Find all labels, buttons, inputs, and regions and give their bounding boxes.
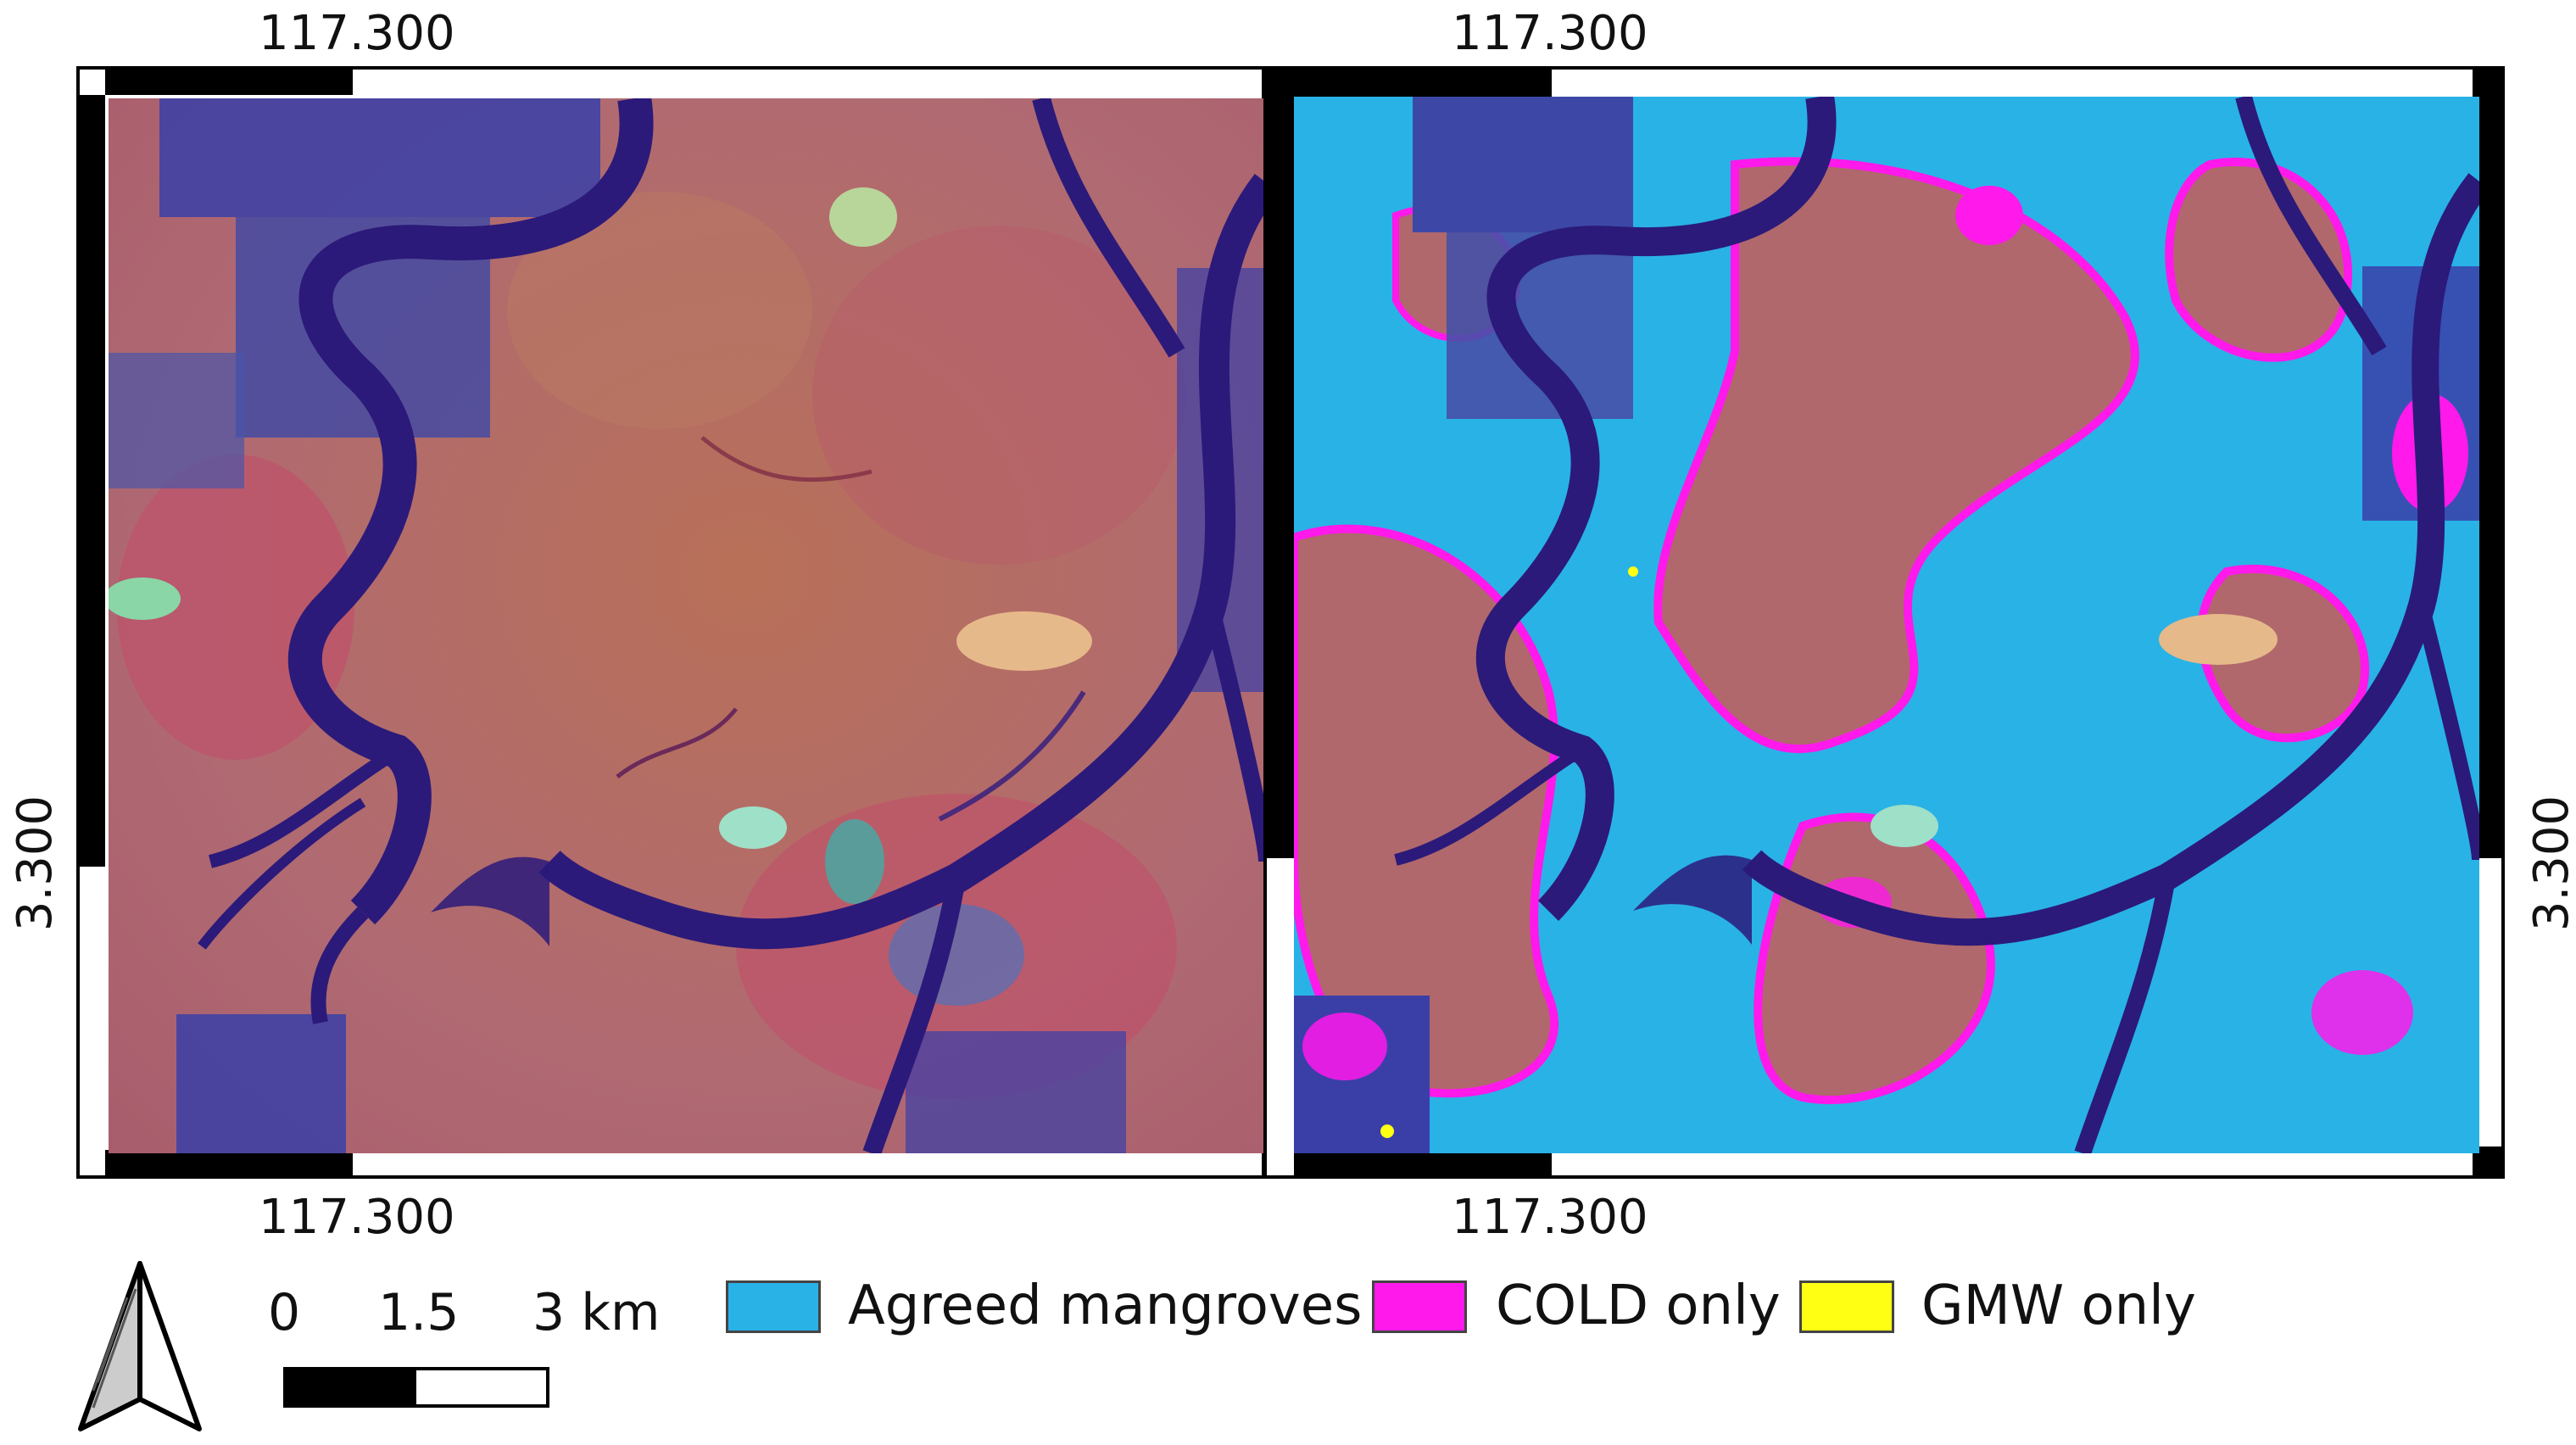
scale-label-3km: 3 km <box>532 1283 661 1342</box>
left-latitude-label: 3.300 <box>8 795 64 932</box>
right-map-frame <box>1263 66 2505 1179</box>
north-arrow-icon <box>68 1255 212 1442</box>
left-frame-top-black <box>105 70 353 95</box>
right-bottom-longitude-label: 117.300 <box>1452 1190 1648 1245</box>
scale-bar <box>283 1367 549 1408</box>
right-latitude-label: 3.300 <box>2524 795 2576 932</box>
left-frame-bottom-black <box>105 1150 353 1175</box>
scale-label-1-5: 1.5 <box>378 1283 460 1342</box>
legend-swatch-gmw-only <box>1799 1280 1894 1333</box>
left-frame-left-black <box>80 95 105 867</box>
legend-label-gmw-only: GMW only <box>1921 1275 2196 1337</box>
left-top-longitude-label: 117.300 <box>259 6 455 61</box>
right-top-longitude-label: 117.300 <box>1452 6 1648 61</box>
scale-label-0: 0 <box>268 1283 301 1342</box>
left-bottom-longitude-label: 117.300 <box>259 1190 455 1245</box>
left-satellite-image <box>109 98 1267 1153</box>
left-map-frame <box>76 66 1267 1179</box>
legend-label-agreed-mangroves: Agreed mangroves <box>848 1275 1363 1337</box>
right-frame-left-black <box>1267 70 1294 858</box>
scale-bar-black-segment <box>287 1370 416 1404</box>
right-frame-top-black <box>1294 70 1552 97</box>
legend-label-cold-only: COLD only <box>1496 1275 1781 1337</box>
right-classification-image <box>1294 97 2479 1153</box>
legend-swatch-agreed-mangroves <box>726 1280 821 1333</box>
legend-swatch-cold-only <box>1372 1280 1467 1333</box>
